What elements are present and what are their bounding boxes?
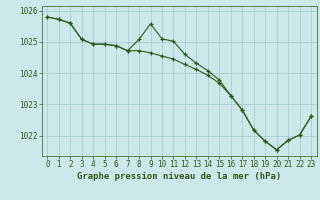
X-axis label: Graphe pression niveau de la mer (hPa): Graphe pression niveau de la mer (hPa) (77, 172, 281, 181)
